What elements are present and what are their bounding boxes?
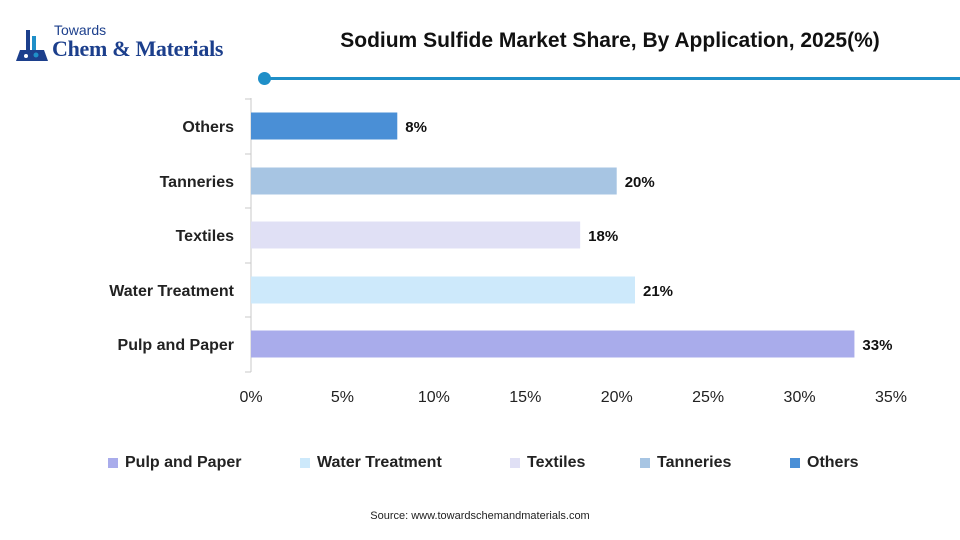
legend-item-textiles: Textiles bbox=[510, 452, 585, 474]
source-note: Source: www.towardschemandmaterials.com bbox=[370, 510, 590, 522]
legend-swatch bbox=[108, 458, 118, 468]
bar-textiles bbox=[251, 221, 581, 249]
legend-swatch bbox=[510, 458, 520, 468]
category-label-water-treatment: Water Treatment bbox=[109, 283, 234, 300]
category-label-textiles: Textiles bbox=[176, 228, 235, 245]
x-tick-label: 35% bbox=[875, 389, 907, 406]
chart-title: Sodium Sulfide Market Share, By Applicat… bbox=[340, 29, 880, 52]
bar-water-treatment bbox=[251, 276, 635, 304]
bar-others bbox=[251, 112, 398, 140]
bar-chart: Pulp and Paper 33% Water Treatment 21% Texti… bbox=[109, 98, 907, 406]
brand-small-text: Towards bbox=[54, 22, 107, 38]
value-label-pulp-and-paper: 33% bbox=[862, 337, 892, 354]
legend-item-pulp-and-paper: Pulp and Paper bbox=[108, 452, 241, 474]
value-label-tanneries: 20% bbox=[625, 174, 655, 191]
legend-label: Tanneries bbox=[657, 454, 732, 471]
x-tick-label: 0% bbox=[239, 389, 262, 406]
legend-item-others: Others bbox=[790, 452, 859, 474]
legend-label: Pulp and Paper bbox=[125, 454, 242, 471]
legend-item-tanneries: Tanneries bbox=[640, 452, 731, 474]
brand-name: Chem & Materials bbox=[52, 36, 224, 61]
x-tick-label: 5% bbox=[331, 389, 354, 406]
category-label-others: Others bbox=[182, 119, 234, 136]
header-divider bbox=[264, 77, 960, 80]
bar-tanneries bbox=[251, 167, 617, 195]
value-label-others: 8% bbox=[405, 119, 427, 136]
legend-swatch bbox=[790, 458, 800, 468]
category-label-pulp-and-paper: Pulp and Paper bbox=[118, 337, 234, 354]
chart-legend: Pulp and Paper Water Treatment Textiles Tan… bbox=[0, 452, 960, 476]
category-label-tanneries: Tanneries bbox=[160, 174, 235, 191]
legend-label: Textiles bbox=[527, 454, 586, 471]
legend-swatch bbox=[640, 458, 650, 468]
value-label-water-treatment: 21% bbox=[643, 283, 673, 300]
x-tick-label: 15% bbox=[509, 389, 541, 406]
x-tick-label: 25% bbox=[692, 389, 724, 406]
legend-item-water-treatment: Water Treatment bbox=[300, 452, 442, 474]
flask-icon bbox=[16, 30, 48, 61]
x-tick-label: 10% bbox=[418, 389, 450, 406]
x-tick-label: 30% bbox=[784, 389, 816, 406]
value-label-textiles: 18% bbox=[588, 228, 618, 245]
brand-logo: Towards Chem & Materials bbox=[16, 22, 256, 66]
legend-label: Water Treatment bbox=[317, 454, 442, 471]
legend-swatch bbox=[300, 458, 310, 468]
legend-label: Others bbox=[807, 454, 859, 471]
x-tick-label: 20% bbox=[601, 389, 633, 406]
bar-pulp-and-paper bbox=[251, 330, 855, 358]
